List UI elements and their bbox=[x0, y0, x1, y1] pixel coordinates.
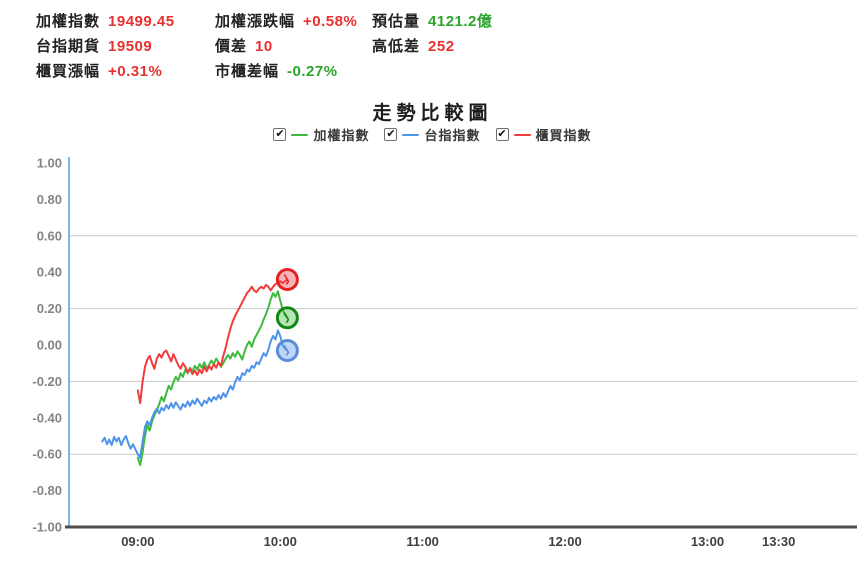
x-tick-label: 10:00 bbox=[264, 534, 297, 549]
legend-label-weighted-index[interactable]: 加權指數 bbox=[313, 128, 370, 143]
y-tick-label: 0.40 bbox=[37, 265, 62, 280]
quote-label: 預估量 bbox=[372, 13, 421, 30]
quote-cell: 高低差 252 bbox=[372, 34, 492, 59]
chart-title: 走勢比較圖 bbox=[372, 103, 493, 124]
y-tick-label: -1.00 bbox=[32, 520, 62, 535]
y-tick-label: -0.80 bbox=[32, 483, 62, 498]
legend-line-swatch-weighted-index bbox=[291, 133, 309, 136]
legend-item-otc-index[interactable]: ✔ 櫃買指數 bbox=[495, 125, 592, 144]
legend-checkbox-taiex-futures-index[interactable]: ✔ bbox=[384, 128, 398, 141]
legend-checkbox-otc-index[interactable]: ✔ bbox=[495, 128, 509, 141]
x-tick-label: 13:30 bbox=[762, 534, 795, 549]
quote-cell: 加權指數 19499.45 bbox=[36, 9, 215, 34]
end-marker-weighted-index bbox=[275, 306, 299, 330]
quote-value: 252 bbox=[428, 38, 455, 55]
quote-label: 價差 bbox=[215, 38, 248, 55]
quote-cell: 加權漲跌幅 +0.58% bbox=[215, 9, 372, 34]
legend-item-taiex-futures-index[interactable]: ✔ 台指指數 bbox=[384, 125, 480, 144]
y-tick-label: 0.60 bbox=[37, 228, 62, 243]
quote-label: 台指期貨 bbox=[36, 38, 101, 55]
y-tick-label: -0.60 bbox=[32, 447, 62, 462]
quote-value: +0.31% bbox=[108, 63, 163, 80]
quote-label: 加權指數 bbox=[36, 13, 101, 30]
quote-summary: 加權指數 19499.45 加權漲跌幅 +0.58% 預估量 4121.2億 台指期貨… bbox=[36, 9, 492, 84]
quote-label: 高低差 bbox=[372, 38, 421, 55]
quote-label: 加權漲跌幅 bbox=[215, 13, 296, 30]
quote-value: 10 bbox=[255, 38, 273, 55]
quote-value: +0.58% bbox=[303, 13, 358, 30]
check-icon: ✔ bbox=[497, 128, 507, 140]
x-tick-label: 13:00 bbox=[691, 534, 724, 549]
end-marker-needle-icon bbox=[283, 274, 290, 285]
quote-cell: 櫃買漲幅 +0.31% bbox=[36, 59, 215, 84]
legend-line-swatch-otc-index bbox=[513, 133, 531, 136]
y-tick-label: 0.80 bbox=[37, 192, 62, 207]
chart-legend: ✔ 加權指數 ✔ 台指指數 ✔ 櫃買指數 bbox=[0, 125, 865, 144]
quote-value: 19499.45 bbox=[108, 13, 175, 30]
quote-label: 市櫃差幅 bbox=[215, 63, 280, 80]
end-marker-otc-index bbox=[275, 267, 299, 291]
y-tick-label: 0.20 bbox=[37, 301, 62, 316]
x-tick-label: 09:00 bbox=[121, 534, 154, 549]
quote-cell: 市櫃差幅 -0.27% bbox=[215, 59, 372, 84]
end-marker-needle-icon bbox=[283, 345, 290, 356]
legend-checkbox-weighted-index[interactable]: ✔ bbox=[273, 128, 287, 141]
legend-line-swatch-taiex-futures-index bbox=[402, 133, 420, 136]
end-marker-needle-icon bbox=[283, 312, 290, 324]
x-tick-label: 12:00 bbox=[548, 534, 581, 549]
check-icon: ✔ bbox=[386, 128, 396, 140]
series-line-weighted-index bbox=[136, 290, 289, 467]
quote-label: 櫃買漲幅 bbox=[36, 63, 101, 80]
quote-value: -0.27% bbox=[287, 63, 338, 80]
end-marker-taiex-futures-index bbox=[275, 338, 299, 362]
y-tick-label: -0.20 bbox=[32, 374, 62, 389]
quote-cell: 台指期貨 19509 bbox=[36, 34, 215, 59]
quote-value: 4121.2億 bbox=[428, 13, 493, 30]
y-tick-label: 0.00 bbox=[37, 338, 62, 353]
quote-cell: 價差 10 bbox=[215, 34, 372, 59]
check-icon: ✔ bbox=[275, 128, 285, 140]
quote-value: 19509 bbox=[108, 38, 153, 55]
y-tick-label: 1.00 bbox=[37, 156, 62, 171]
series-line-otc-index bbox=[136, 278, 289, 405]
series-line-taiex-futures-index bbox=[101, 329, 289, 459]
x-tick-label: 11:00 bbox=[406, 534, 439, 549]
legend-label-taiex-futures-index[interactable]: 台指指數 bbox=[424, 128, 481, 143]
quote-cell: 預估量 4121.2億 bbox=[372, 9, 492, 34]
legend-item-weighted-index[interactable]: ✔ 加權指數 bbox=[273, 125, 369, 144]
legend-label-otc-index[interactable]: 櫃買指數 bbox=[535, 128, 592, 143]
y-tick-label: -0.40 bbox=[32, 410, 62, 425]
